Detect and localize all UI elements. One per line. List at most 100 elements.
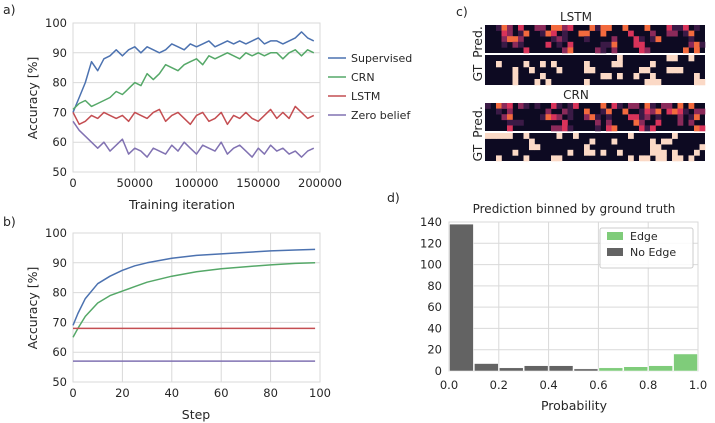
heatmap-cell: [628, 155, 634, 162]
heatmap-cell: [523, 47, 530, 54]
panel-label-b: b): [3, 214, 16, 229]
heatmap-cell: [529, 67, 535, 74]
panel-a-line-lstm: [72, 105, 315, 126]
heatmap-cell: [666, 67, 673, 74]
heatmap-cell: [584, 144, 590, 151]
heatmap-cell: [567, 25, 574, 31]
heatmap-cell: [694, 108, 700, 115]
panel-d-ytick-label: 40: [427, 321, 442, 335]
heatmap-cell: [650, 149, 656, 156]
heatmap-cell: [523, 61, 530, 68]
heatmap-cell: [699, 125, 706, 132]
panel-a-xtick-label: 200000: [298, 176, 342, 190]
heatmap-cell: [683, 108, 689, 115]
heatmap-cell: [644, 108, 651, 115]
heatmap-cell: [639, 41, 645, 48]
heatmap-cell: [567, 149, 574, 156]
heatmap-cell: [545, 114, 552, 121]
panel-b-xtick-label: 60: [214, 386, 229, 400]
panel-a-series: [72, 31, 315, 158]
panel-b-xtick-label: 80: [263, 386, 278, 400]
heatmap-cell: [611, 138, 618, 145]
legend-label-no-edge: No Edge: [630, 246, 676, 259]
panel-b-ytick-label: 80: [52, 286, 67, 300]
heatmap-cell: [600, 108, 607, 115]
heatmap-cell: [556, 67, 563, 74]
heatmap-cell: [523, 30, 530, 37]
heatmap-cell: [595, 114, 601, 121]
heatmap-cell: [501, 25, 508, 31]
heatmap-cell: [545, 41, 552, 48]
heatmap-cell: [688, 36, 695, 43]
heatmap-cell: [507, 114, 513, 121]
heatmap-cell: [694, 47, 700, 54]
panel-d-ytick-label: 80: [427, 279, 442, 293]
heatmap-cell: [584, 114, 590, 121]
heatmap-cell: [512, 149, 519, 156]
heatmap-cell: [606, 114, 612, 121]
panel-d-bars: [449, 223, 698, 372]
heatmap-cell: [501, 36, 508, 43]
heatmap-cell: [672, 30, 678, 37]
heatmap-cell: [606, 125, 612, 132]
heatmap-cell: [600, 149, 607, 156]
legend-label-edge: Edge: [630, 230, 658, 243]
heatmap-cell: [573, 133, 579, 139]
heatmap-cell: [556, 25, 563, 31]
heatmap-cell: [507, 133, 513, 139]
heatmap-cell: [606, 73, 612, 80]
heatmap-cell: [523, 133, 530, 139]
heatmap-cell: [518, 36, 524, 43]
heatmap-cell: [699, 41, 706, 48]
heatmap-cell: [683, 47, 689, 54]
heatmap-cell: [650, 73, 656, 80]
heatmap-cell: [490, 133, 497, 139]
heatmap-cell: [683, 25, 689, 31]
panel-a-ticks: 0 50000 100000 150000 200000 50 60 70 80 90 100: [45, 16, 342, 190]
heatmap-cell: [551, 114, 557, 121]
panel-a-ytick-label: 50: [52, 165, 67, 179]
heatmap-cell: [545, 79, 552, 86]
panel-b-ylabel: Accuracy [%]: [25, 267, 40, 350]
heatmap-cell: [584, 108, 590, 115]
bar-no-edge: [523, 365, 549, 372]
heatmap-cell: [655, 108, 662, 115]
panel-c-title-lstm: LSTM: [560, 10, 592, 24]
panel-b-ytick-label: 100: [45, 226, 67, 240]
panel-b-series: [72, 248, 316, 362]
legend-label-supervised: Supervised: [351, 52, 412, 65]
panel-d-ytick-label: 140: [420, 215, 442, 229]
heatmap-cell: [699, 79, 706, 86]
heatmap-cell: [556, 103, 563, 109]
panel-b-line-supervised: [72, 248, 316, 326]
heatmap-cell: [534, 25, 541, 31]
heatmap-cell: [694, 73, 700, 80]
heatmap-cell: [617, 103, 623, 109]
heatmap-cell: [584, 61, 590, 68]
heatmap-cell: [688, 103, 695, 109]
heatmap-cell: [512, 73, 519, 80]
heatmap-cell: [672, 133, 678, 139]
heatmap-background: [485, 133, 705, 161]
panel-d-grid: [448, 221, 699, 372]
heatmap-cell: [688, 155, 695, 162]
heatmap-cell: [677, 103, 684, 109]
heatmap-cell: [595, 119, 601, 126]
panel-b-xlabel: Step: [182, 407, 211, 422]
heatmap-cell: [688, 41, 695, 48]
heatmap-cell: [540, 73, 546, 80]
panel-a-xlabel: Training iteration: [128, 197, 235, 212]
heatmap-cell: [529, 144, 535, 151]
panel-b-ytick-label: 90: [52, 256, 67, 270]
panel-d-xtick-label: 0.6: [589, 378, 607, 392]
heatmap-cell: [545, 30, 552, 37]
heatmap-cell: [600, 47, 607, 54]
heatmap-cell: [501, 30, 508, 37]
heatmap-cell: [639, 67, 645, 74]
panel-a-legend: Supervised CRN LSTM Zero belief: [328, 52, 412, 122]
panel-d-xlabel: Probability: [541, 398, 608, 413]
heatmap-cell: [633, 119, 640, 126]
panel-d-title: Prediction binned by ground truth: [473, 202, 676, 216]
legend-label-crn: CRN: [351, 71, 375, 84]
heatmap-cell: [540, 25, 546, 31]
